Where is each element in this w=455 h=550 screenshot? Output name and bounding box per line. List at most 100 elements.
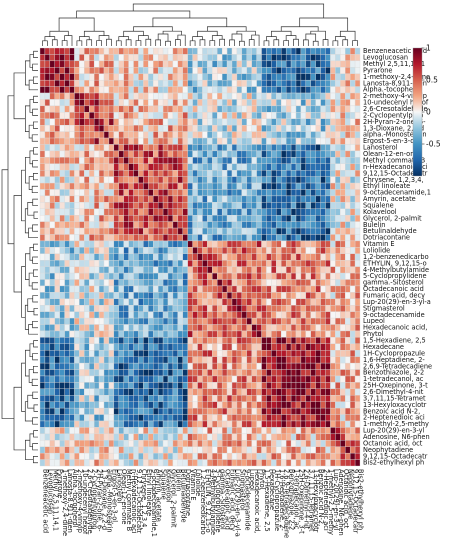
- heatmap-cell: [349, 414, 356, 422]
- heatmap-cell: [217, 124, 223, 132]
- heatmap-cell: [246, 112, 252, 119]
- heatmap-cell: [345, 182, 351, 190]
- heatmap-cell: [226, 420, 233, 428]
- heatmap-cell: [103, 163, 110, 171]
- heatmap-cell: [79, 47, 85, 55]
- heatmap-cell: [305, 452, 311, 460]
- heatmap-cell: [148, 427, 154, 435]
- heatmap-cell: [143, 350, 149, 357]
- heatmap-cell: [271, 285, 277, 293]
- heatmap-cell: [300, 202, 307, 209]
- heatmap-cell: [349, 131, 356, 139]
- heatmap-cell: [354, 221, 361, 229]
- heatmap-cell: [271, 182, 277, 190]
- heatmap-cell: [98, 330, 105, 338]
- heatmap-cell: [187, 60, 193, 68]
- heatmap-cell: [281, 60, 287, 68]
- heatmap-cell: [305, 157, 311, 164]
- heatmap-cell: [123, 298, 129, 306]
- heatmap-cell: [177, 124, 183, 132]
- heatmap-cell: [182, 105, 188, 113]
- heatmap-cell: [98, 382, 105, 390]
- heatmap-cell: [325, 440, 331, 447]
- heatmap-cell: [354, 446, 361, 454]
- heatmap-cell: [310, 54, 316, 62]
- heatmap-cell: [187, 99, 193, 107]
- heatmap-cell: [345, 440, 351, 447]
- dendrogram-link: [21, 362, 26, 412]
- heatmap-cell: [157, 170, 164, 177]
- heatmap-cell: [74, 272, 80, 280]
- heatmap-cell: [354, 279, 361, 287]
- heatmap-cell: [157, 86, 164, 94]
- heatmap-cell: [295, 215, 302, 222]
- heatmap-cell: [123, 240, 129, 248]
- heatmap-cell: [84, 350, 90, 357]
- heatmap-cell: [290, 433, 297, 441]
- heatmap-cell: [325, 362, 331, 370]
- heatmap-cell: [49, 240, 55, 248]
- heatmap-cell: [310, 227, 316, 235]
- heatmap-cell: [271, 459, 277, 467]
- heatmap-cell: [103, 131, 110, 139]
- heatmap-cell: [74, 440, 80, 447]
- heatmap-cell: [74, 324, 80, 332]
- heatmap-cell: [79, 279, 85, 287]
- heatmap-cell: [305, 105, 311, 113]
- column-label: Octadecanoic acid: [224, 469, 232, 530]
- heatmap-cell: [143, 176, 149, 184]
- heatmap-cell: [192, 253, 198, 261]
- heatmap-cell: [354, 420, 361, 428]
- heatmap-cell: [335, 163, 341, 171]
- heatmap-cell: [207, 337, 213, 344]
- heatmap-cell: [123, 124, 129, 132]
- heatmap-cell: [335, 324, 341, 332]
- heatmap-cell: [113, 144, 119, 152]
- heatmap-cell: [54, 189, 60, 197]
- heatmap-cell: [128, 407, 134, 415]
- heatmap-cell: [64, 388, 70, 396]
- heatmap-cell: [325, 324, 331, 332]
- heatmap-cell: [138, 324, 144, 332]
- heatmap-cell: [207, 150, 213, 158]
- heatmap-cell: [335, 433, 341, 441]
- heatmap-cell: [349, 195, 356, 203]
- heatmap-cell: [305, 150, 311, 158]
- heatmap-cell: [133, 67, 139, 74]
- heatmap-cell: [212, 350, 218, 357]
- column-label: Lup-20(29)-en-3-yl: [332, 469, 340, 531]
- heatmap-cell: [271, 324, 277, 332]
- heatmap-cell: [138, 388, 144, 396]
- heatmap-cell: [320, 343, 326, 351]
- heatmap-cell: [266, 79, 272, 87]
- heatmap-cell: [207, 440, 213, 447]
- heatmap-cell: [335, 137, 341, 145]
- dendrogram-link: [32, 198, 38, 206]
- heatmap-cell: [251, 388, 257, 396]
- heatmap-cell: [98, 407, 105, 415]
- heatmap-cell: [182, 459, 188, 467]
- heatmap-cell: [212, 305, 218, 312]
- heatmap-cell: [187, 401, 193, 409]
- heatmap-cell: [74, 292, 80, 299]
- heatmap-cell: [281, 459, 287, 467]
- heatmap-cell: [197, 337, 203, 344]
- heatmap-cell: [315, 182, 321, 190]
- heatmap-cell: [246, 260, 252, 267]
- heatmap-cell: [285, 433, 292, 441]
- heatmap-cell: [89, 343, 95, 351]
- heatmap-cell: [89, 247, 95, 254]
- heatmap-cell: [44, 369, 51, 377]
- heatmap-cell: [128, 350, 134, 357]
- heatmap-cell: [89, 79, 95, 87]
- heatmap-cell: [335, 401, 341, 409]
- heatmap-cell: [192, 124, 198, 132]
- heatmap-cell: [128, 124, 134, 132]
- heatmap-cell: [340, 401, 346, 409]
- heatmap-cell: [44, 317, 51, 325]
- heatmap-cell: [182, 54, 188, 62]
- heatmap-cell: [349, 86, 356, 94]
- heatmap-cell: [212, 420, 218, 428]
- heatmap-cell: [197, 459, 203, 467]
- heatmap-cell: [153, 375, 159, 383]
